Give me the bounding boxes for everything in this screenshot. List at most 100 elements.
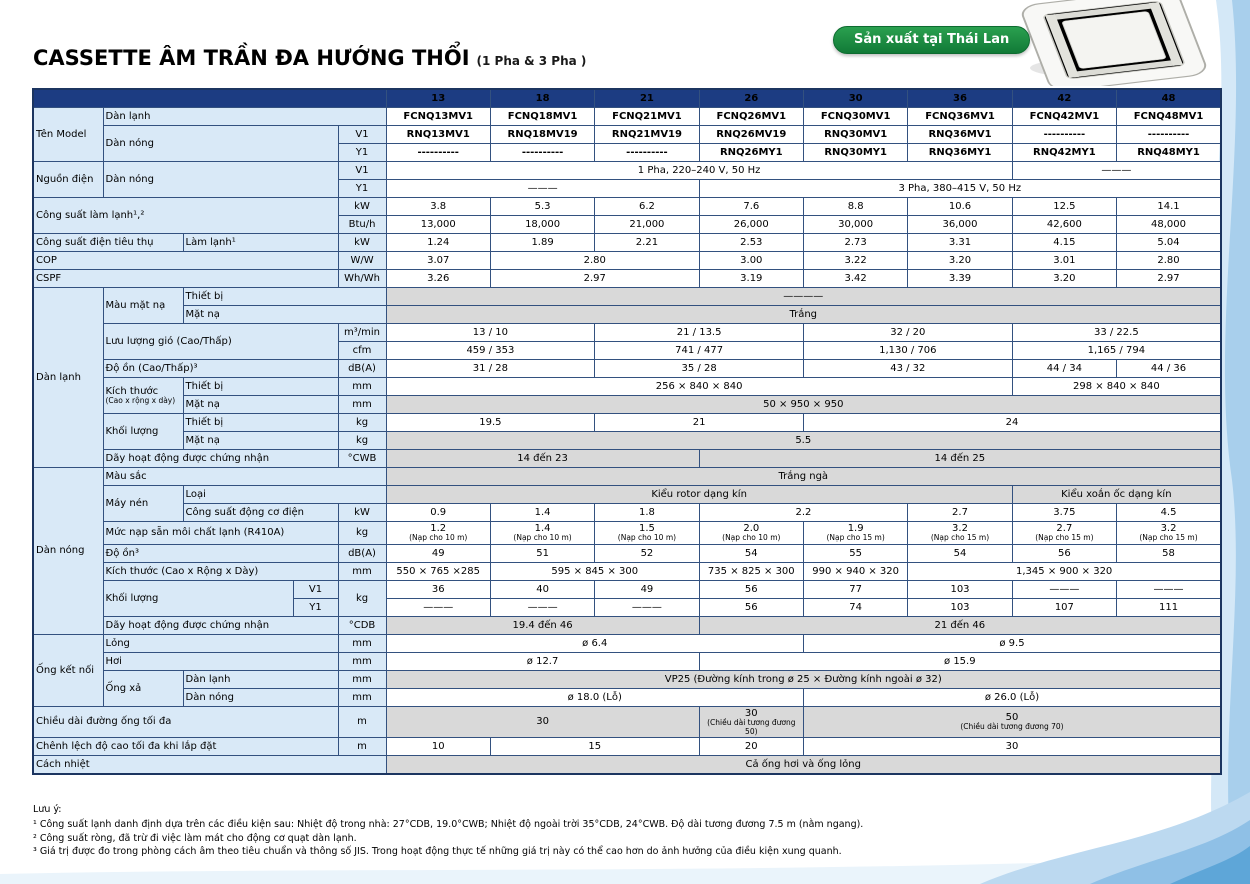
- value-cell: 31 / 28: [385, 359, 596, 378]
- value-cell: ———: [594, 597, 700, 617]
- value-cell: 107: [1011, 597, 1118, 617]
- value-cell: ———: [1116, 579, 1222, 599]
- model-cell: RNQ42MY1: [1011, 143, 1118, 162]
- value-cell: 1.5 (Nạp cho 10 m): [594, 521, 700, 545]
- table-row: Hơi mm ø 12.7 ø 15.9: [33, 651, 1222, 671]
- model-cell: FCNQ48MV1: [1116, 107, 1222, 126]
- value-cell: 49: [385, 543, 491, 563]
- unit-cell: kg: [337, 579, 387, 617]
- value-cell: 1.89: [489, 233, 596, 252]
- spec-table-body: 13 18 21 26 30 36 42 48 Tên Model Dàn lạnh FCNQ13M…: [32, 88, 1222, 775]
- value-cell: 3.42: [802, 269, 909, 288]
- value-cell: 1.2 (Nạp cho 10 m): [385, 521, 491, 545]
- spec-table: 13 18 21 26 30 36 42 48 Tên Model Dàn lạnh FCNQ13M…: [32, 88, 1222, 776]
- value-cell: 30 (Chiều dài tương đương 50): [698, 705, 804, 739]
- value-cell: ø 26.0 (Lỗ): [802, 687, 1222, 707]
- model-cell: RNQ21MV19: [594, 125, 700, 144]
- label-cell: Làm lạnh¹: [182, 233, 339, 252]
- value-cell: ø 9.5: [802, 633, 1222, 653]
- table-row: Nguồn điện Dàn nóng V1 1 Pha, 220–240 V, 50…: [32, 161, 1222, 198]
- capacity-header-cell: [32, 88, 387, 108]
- value-cell: 8.8: [802, 197, 909, 216]
- value-cell: 2.7 (Nạp cho 15 m): [1011, 521, 1118, 545]
- label-cell: Mặt nạ: [182, 431, 339, 450]
- value-cell: 0.9: [385, 503, 491, 522]
- table-row: Ống xả Dàn lạnh mm VP25 (Đường kính trong ø…: [33, 669, 1222, 707]
- value-cell: 30,000: [802, 215, 909, 234]
- value-cell: 103: [907, 597, 1013, 617]
- label-cell: Màu sắc: [102, 467, 387, 486]
- page-title-suffix: (1 Pha & 3 Pha ): [476, 54, 587, 68]
- table-row: Mặt nạ mm 50 × 950 × 950: [33, 395, 1222, 414]
- unit-cell: mm: [337, 633, 387, 653]
- value-cell: 20: [698, 737, 804, 757]
- value-cell: 56: [698, 597, 804, 617]
- footnotes: Lưu ý: ¹ Công suất lạnh danh định dựa tr…: [33, 803, 1183, 859]
- value-cell: 26,000: [698, 215, 804, 234]
- value-cell: Cả ống hơi và ống lỏng: [385, 755, 1222, 775]
- value-cell: 54: [907, 543, 1013, 563]
- unit-cell: kg: [337, 521, 387, 545]
- capacity-header-cell: 26: [698, 88, 804, 108]
- table-row: Mức nạp sẵn môi chất lạnh (R410A) kg 1.2 (N…: [33, 521, 1222, 545]
- value-cell: 3.19: [698, 269, 804, 288]
- value-cell: 35 / 28: [594, 359, 804, 378]
- table-row: CSPF Wh/Wh 3.26 2.97 3.19 3.42 3.39 3.20 2.97: [32, 269, 1222, 288]
- value-cell: ———: [1011, 161, 1222, 180]
- table-row: Khối lượng Thiết bị kg 19.5 21 24: [33, 413, 1222, 450]
- value-cell: 14 đến 25: [698, 449, 1222, 468]
- value-cell: 36,000: [907, 215, 1013, 234]
- unit-cell: mm: [337, 561, 387, 581]
- model-cell: ----------: [1116, 125, 1222, 144]
- value-cell: 3.39: [907, 269, 1013, 288]
- page-title-text: CASSETTE ÂM TRẦN ĐA HƯỚNG THỔI: [33, 46, 470, 70]
- model-cell: FCNQ36MV1: [907, 107, 1013, 126]
- model-cell: ----------: [489, 143, 596, 162]
- footnotes-list: ¹ Công suất lạnh danh định dựa trên các …: [33, 818, 1183, 859]
- value-cell: Kiểu rotor dạng kín: [385, 485, 1013, 504]
- table-row: Dàn nóng V1 RNQ13MV1 RNQ18MV19 RNQ21MV19 RNQ2…: [33, 125, 1222, 162]
- value-cell: 111: [1116, 597, 1222, 617]
- label-cell: Công suất điện tiêu thụ: [32, 233, 184, 252]
- label-cell: Thiết bị: [182, 377, 339, 396]
- unit-cell: Y1: [337, 179, 387, 198]
- capacity-header-cell: 42: [1011, 88, 1118, 108]
- table-row: Dãy hoạt động được chứng nhận °CDB 19.4 đế…: [33, 615, 1222, 635]
- table-row: Btu/h 13,000 18,000 21,000 26,000 30,000 36,00…: [33, 215, 1222, 234]
- capacity-header-cell: 18: [489, 88, 596, 108]
- value-cell: 5.04: [1116, 233, 1222, 252]
- value-cell: 3.01: [1011, 251, 1118, 270]
- value-cell: 2.21: [594, 233, 700, 252]
- value-cell: 56: [1011, 543, 1118, 563]
- table-row: Dàn nóng mm ø 18.0 (Lỗ) ø 26.0 (Lỗ): [33, 687, 1222, 707]
- value-cell: 1.9 (Nạp cho 15 m): [802, 521, 909, 545]
- value-cell: 5.5: [385, 431, 1222, 450]
- value-cell: 1.24: [385, 233, 491, 252]
- label-cell: Khối lượng: [102, 579, 294, 617]
- unit-cell: kW: [337, 503, 387, 522]
- unit-cell: Btu/h: [337, 215, 387, 234]
- value-cell: 10.6: [907, 197, 1013, 216]
- model-cell: RNQ36MY1: [907, 143, 1013, 162]
- unit-cell: m: [337, 705, 387, 739]
- unit-cell: °CWB: [337, 449, 387, 468]
- value-cell: 3.00: [698, 251, 804, 270]
- value-cell: 18,000: [489, 215, 596, 234]
- model-cell: RNQ36MV1: [907, 125, 1013, 144]
- value-cell: 30: [802, 737, 1222, 757]
- value-cell: 42,600: [1011, 215, 1118, 234]
- label-cell: Mức nạp sẵn môi chất lạnh (R410A): [102, 521, 339, 545]
- table-row: Kích thước (Cao x rộng x dày) Thiết bị mm 25…: [33, 377, 1222, 414]
- value-cell: 50 (Chiều dài tương đương 70): [802, 705, 1222, 739]
- value-cell: 3.20: [1011, 269, 1118, 288]
- value-cell: 21,000: [594, 215, 700, 234]
- value-cell: 1.8: [594, 503, 700, 522]
- value-cell: 3.2 (Nạp cho 15 m): [907, 521, 1013, 545]
- value-cell: 2.2: [698, 503, 909, 522]
- model-cell: RNQ26MV19: [698, 125, 804, 144]
- label-cell: Dàn nóng: [102, 161, 339, 198]
- table-row: Máy nén Loại Kiểu rotor dạng kín Kiểu xoắn …: [33, 485, 1222, 522]
- model-cell: ----------: [385, 143, 491, 162]
- table-row: Dãy hoạt động được chứng nhận °CWB 14 đến …: [33, 449, 1222, 468]
- unit-cell: W/W: [337, 251, 387, 270]
